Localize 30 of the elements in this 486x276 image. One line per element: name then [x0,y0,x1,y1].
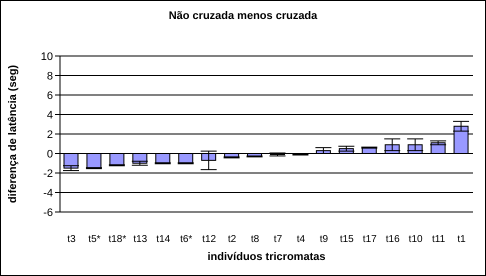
x-tick-label: t3 [67,234,76,245]
y-tick-label: 0 [46,148,53,160]
x-tick-label: t2 [228,234,237,245]
y-tick-label: 6 [46,90,53,102]
x-tick-label: t9 [320,234,328,245]
x-tick-label: t11 [432,234,446,245]
chart-title: Não cruzada menos cruzada [168,10,318,22]
y-tick-label: -6 [43,206,53,219]
y-tick-label: 2 [46,128,53,141]
y-tick-label: 10 [40,50,53,63]
x-tick-label: t1 [457,234,466,245]
x-tick-label: t13 [133,234,148,245]
x-tick-label: t5* [88,234,101,245]
y-tick-label: -2 [43,168,53,180]
x-tick-label: t15 [340,234,354,245]
x-tick-label: t4 [296,234,306,245]
y-tick-label: 4 [46,109,53,122]
x-tick-label: t14 [156,234,171,245]
x-tick-label: t7 [274,234,283,245]
x-tick-label: t17 [362,234,378,245]
x-tick-label: t10 [408,234,424,245]
x-axis-title: indivíduos tricromatas [208,251,326,263]
x-tick-label: t12 [202,234,217,245]
x-tick-label: t18* [108,234,126,245]
x-tick-label: t8 [250,234,260,245]
y-tick-label: -4 [43,187,53,200]
y-axis-title: diferença de latência (seg) [6,64,19,204]
y-tick-label: 8 [46,70,53,82]
x-tick-label: t6* [180,234,192,245]
x-tick-label: t16 [386,234,400,245]
